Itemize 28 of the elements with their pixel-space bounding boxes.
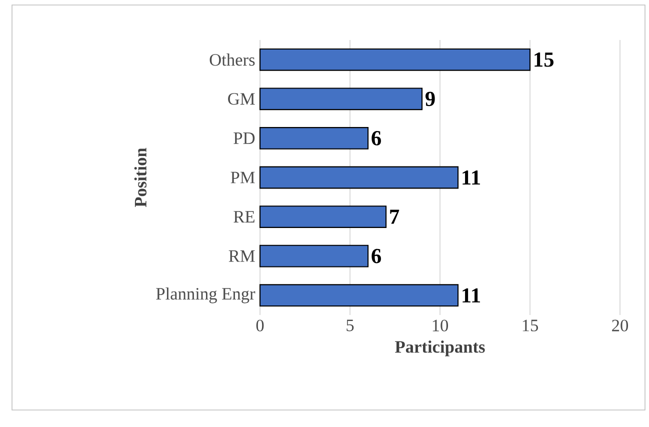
x-tick-label: 0 <box>256 320 264 332</box>
data-label: 9 <box>426 92 435 106</box>
bar <box>259 48 531 71</box>
bar <box>259 206 387 228</box>
y-tick-label: PD <box>234 132 255 144</box>
x-tick-label: 10 <box>432 320 448 332</box>
bar <box>259 284 459 307</box>
x-tick-label: 5 <box>346 320 354 332</box>
data-label: 11 <box>462 170 480 185</box>
data-label: 6 <box>372 131 381 146</box>
y-tick-label: Planning Engr <box>156 287 256 304</box>
y-axis-title: Position <box>134 148 146 208</box>
x-axis-title: Participants <box>395 340 485 356</box>
data-label: 11 <box>462 288 480 302</box>
y-tick-label: Others <box>210 54 255 66</box>
bar <box>259 88 423 110</box>
y-tick-label: RM <box>228 250 255 262</box>
bar <box>259 166 459 189</box>
bar <box>259 127 369 150</box>
y-tick-label: RE <box>234 211 254 222</box>
data-label: 7 <box>390 210 400 224</box>
y-tick-label: PM <box>230 172 255 184</box>
x-tick-label: 20 <box>612 320 628 332</box>
data-label: 6 <box>372 248 381 264</box>
x-tick-label: 15 <box>522 320 538 332</box>
data-label: 15 <box>534 52 554 67</box>
y-tick-label: GM <box>228 93 255 105</box>
bar <box>259 244 369 268</box>
